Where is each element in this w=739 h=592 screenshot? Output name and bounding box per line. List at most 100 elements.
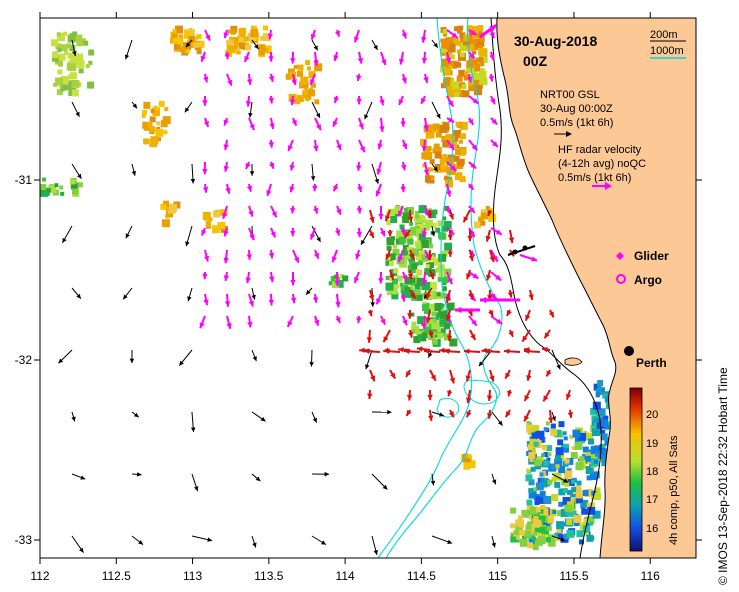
sst-pixel [462,454,471,463]
sst-pixel [441,286,447,292]
current-arrow-head [470,334,476,341]
sst-pixel [196,34,202,40]
current-arrow-head [224,53,230,60]
sst-pixel [540,504,546,510]
sst-pixel [67,34,76,43]
sst-pixel [528,490,537,499]
current-arrow-head [190,178,196,184]
current-arrow-head [245,101,252,107]
sst-pixel [533,441,539,447]
sst-pixel [527,521,532,526]
current-arrow-head [356,231,363,238]
current-arrow-head [367,393,373,400]
sst-pixel [566,518,573,525]
current-arrow-head [404,348,410,355]
current-arrow-head [312,297,319,303]
current-arrow-head [367,310,373,317]
sst-pixel [177,38,184,45]
sst-pixel [558,501,564,507]
sst-pixel [546,526,552,532]
sst-pixel [386,237,395,246]
current-arrow-head [507,390,513,397]
sst-pixel [392,248,400,256]
current-arrow-head [129,358,135,364]
x-tick-label: 114 [336,569,355,583]
x-tick-label: 112 [30,569,49,583]
sst-pixel [429,304,435,310]
sst-pixel [441,319,446,324]
sst-pixel [165,214,170,219]
current-arrow-head [124,54,130,60]
sst-pixel [563,436,568,441]
current-arrow-head [485,235,491,242]
sst-pixel [463,462,471,470]
sst-pixel [308,71,316,79]
sst-pixel [536,430,545,439]
current-arrow-head [472,273,479,279]
current-arrow-head [423,293,429,299]
contour-200-label: 200m [650,29,678,41]
current-arrow-head [334,30,341,37]
sst-pixel [262,25,268,31]
sst-pixel [473,73,481,81]
sst-pixel [567,489,573,495]
sst-pixel [147,121,153,127]
sst-pixel [562,431,567,436]
current-arrow-head [565,393,572,400]
sst-pixel [385,275,390,280]
sst-pixel [556,521,565,530]
current-arrow-head [384,348,390,355]
sst-pixel [539,477,544,482]
sst-pixel [601,419,609,427]
current-arrow-head [199,322,205,329]
sst-pixel [547,516,554,523]
current-arrow-head [428,415,434,422]
current-arrow-head [448,117,455,123]
current-arrow-head [356,99,362,105]
sst-pixel [538,515,546,523]
current-arrow-head [428,273,435,280]
sst-pixel [416,252,425,261]
sst-pixel [450,43,456,49]
glider-track [507,245,536,256]
current-arrow-head [407,273,414,280]
sst-pixel [150,136,159,145]
current-arrow-head [465,397,472,404]
sst-pixel [582,525,590,533]
sst-pixel [566,457,574,465]
sst-pixel [477,25,484,32]
sst-pixel [600,433,608,441]
sst-pixel [253,25,258,30]
sst-pixel [446,302,455,311]
current-arrow-head [472,98,479,104]
sst-pixel [400,229,409,238]
sst-pixel [593,493,601,501]
sst-pixel [589,521,594,526]
sst-pixel [529,427,535,433]
sst-pixel [285,73,292,80]
y-tick-label: -33 [15,533,33,547]
current-arrow-head [333,185,339,192]
sst-pixel [393,244,398,249]
sst-pixel [459,52,465,58]
sst-pixel [594,425,603,434]
sst-pixel [534,527,543,536]
sst-pixel [473,221,481,229]
current-arrow-head [446,190,452,197]
sst-pixel [590,502,595,507]
sst-pixel [454,173,462,181]
hf-legend-line1: HF radar velocity [558,144,642,156]
current-arrow-head [404,231,410,238]
sst-pixel [76,39,84,47]
sst-pixel [390,215,398,223]
sst-pixel [461,84,467,90]
sst-pixel [396,275,403,282]
sst-pixel [529,524,537,532]
sst-pixel [528,488,534,494]
current-arrow-head [445,296,451,303]
sst-pixel [56,89,63,96]
sst-pixel [443,32,448,37]
sst-pixel [410,277,416,283]
sst-pixel [601,443,606,448]
sst-pixel [443,176,448,181]
